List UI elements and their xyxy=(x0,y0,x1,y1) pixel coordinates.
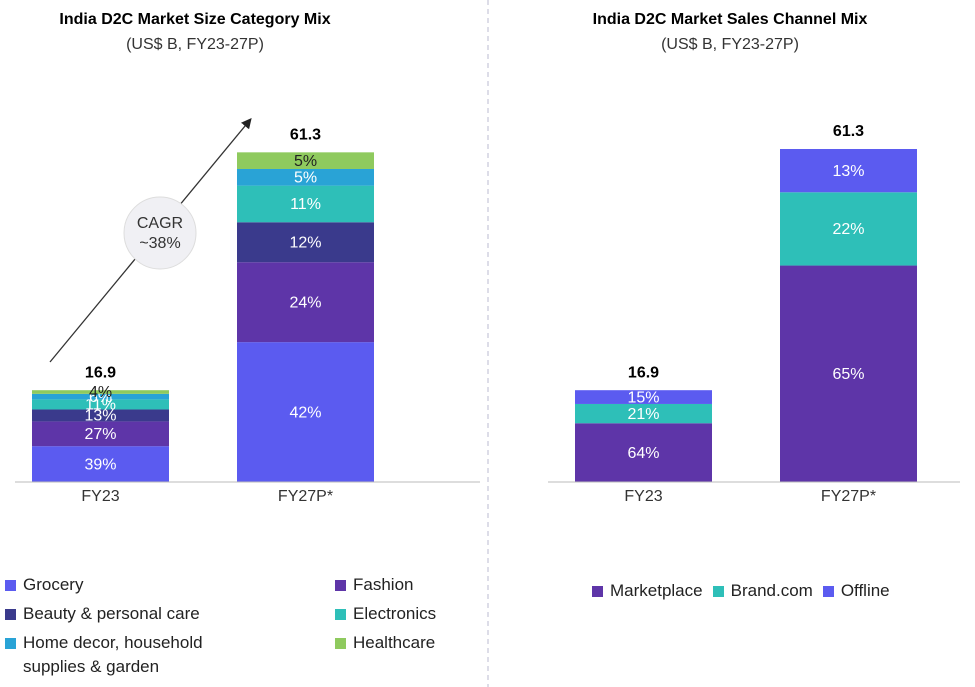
bar-segment xyxy=(780,192,917,266)
data-label: 42% xyxy=(289,404,321,421)
legend-swatch xyxy=(335,609,346,620)
legend-label: Grocery xyxy=(23,575,84,594)
legend-swatch xyxy=(5,609,16,620)
legend-item: Grocery xyxy=(5,573,335,597)
bar-segment xyxy=(780,265,917,482)
x-tick-label: FY27P* xyxy=(278,488,333,505)
bar-segment xyxy=(32,390,169,394)
bar-segment xyxy=(575,403,712,424)
data-label: 64% xyxy=(627,445,659,462)
legend-label: Home decor, household supplies & garden xyxy=(23,633,203,676)
annotation: ~38% xyxy=(139,235,180,252)
legend-swatch xyxy=(5,638,16,649)
bar-segment xyxy=(780,149,917,193)
legend-item: Beauty & personal care xyxy=(5,602,335,626)
legend-item: Fashion xyxy=(335,573,475,597)
legend-item: Healthcare xyxy=(335,631,475,679)
legend-label: Beauty & personal care xyxy=(23,604,200,623)
legend-item: Offline xyxy=(822,579,890,603)
data-label: 5% xyxy=(294,170,317,187)
data-label: 27% xyxy=(84,426,116,443)
annotation: CAGR xyxy=(137,215,183,232)
data-label: 13% xyxy=(84,408,116,425)
legend-item: Home decor, household supplies & garden xyxy=(5,631,335,679)
bar-segment xyxy=(237,342,374,482)
data-label: 4% xyxy=(89,384,112,401)
legend-swatch xyxy=(712,586,724,597)
data-label: 11% xyxy=(290,196,321,213)
bar-segment xyxy=(575,423,712,482)
bar-segment xyxy=(32,399,169,410)
legend-label: Marketplace xyxy=(610,581,703,600)
bar-segment xyxy=(237,152,374,169)
bar-segment xyxy=(32,393,169,400)
total-label: 16.9 xyxy=(628,364,659,381)
legend-item: Marketplace xyxy=(592,579,703,603)
chart-title: India D2C Market Sales Channel Mix xyxy=(593,11,868,28)
legend-item: Brand.com xyxy=(712,579,813,603)
chart-subtitle: (US$ B, FY23-27P) xyxy=(126,36,264,53)
legend-swatch xyxy=(335,638,346,649)
legend-label: Offline xyxy=(840,581,890,600)
chart-subtitle: (US$ B, FY23-27P) xyxy=(661,36,799,53)
bar-segment xyxy=(237,168,374,186)
data-label: 22% xyxy=(832,221,864,238)
data-label: 5% xyxy=(294,153,317,170)
legend-label: Fashion xyxy=(353,575,414,594)
legend-swatch xyxy=(822,586,834,597)
bar-segment xyxy=(575,390,712,404)
legend-label: Brand.com xyxy=(730,581,813,600)
legend-swatch xyxy=(592,586,603,597)
legend-item: Electronics xyxy=(335,602,475,626)
data-label: 24% xyxy=(289,294,321,311)
total-label: 61.3 xyxy=(290,127,321,144)
bar-segment xyxy=(32,421,169,447)
chart-title: India D2C Market Size Category Mix xyxy=(59,11,330,28)
x-tick-label: FY27P* xyxy=(821,488,876,505)
data-label: 21% xyxy=(627,406,659,423)
legend: Grocery Fashion Beauty & personal care Elec… xyxy=(5,573,475,684)
data-label: 11% xyxy=(85,397,116,414)
bar-segment xyxy=(32,446,169,482)
data-label: 13% xyxy=(832,163,864,180)
x-tick-label: FY23 xyxy=(624,488,662,505)
bar-segment xyxy=(237,185,374,223)
data-label: 15% xyxy=(627,389,659,406)
legend: Marketplace Brand.com Offline xyxy=(592,579,890,608)
bar-segment xyxy=(237,262,374,343)
legend-swatch xyxy=(335,580,346,591)
x-tick-label: FY23 xyxy=(81,488,119,505)
total-label: 61.3 xyxy=(833,123,864,140)
bar-segment xyxy=(237,222,374,263)
total-label: 16.9 xyxy=(85,364,116,381)
legend-label: Electronics xyxy=(353,604,437,623)
bar-segment xyxy=(32,409,169,422)
data-label: 39% xyxy=(84,456,116,473)
data-label: 65% xyxy=(832,366,864,383)
legend-label: Healthcare xyxy=(353,633,436,652)
legend-swatch xyxy=(5,580,16,591)
data-label: 12% xyxy=(289,234,321,251)
cagr-bubble xyxy=(123,196,197,270)
